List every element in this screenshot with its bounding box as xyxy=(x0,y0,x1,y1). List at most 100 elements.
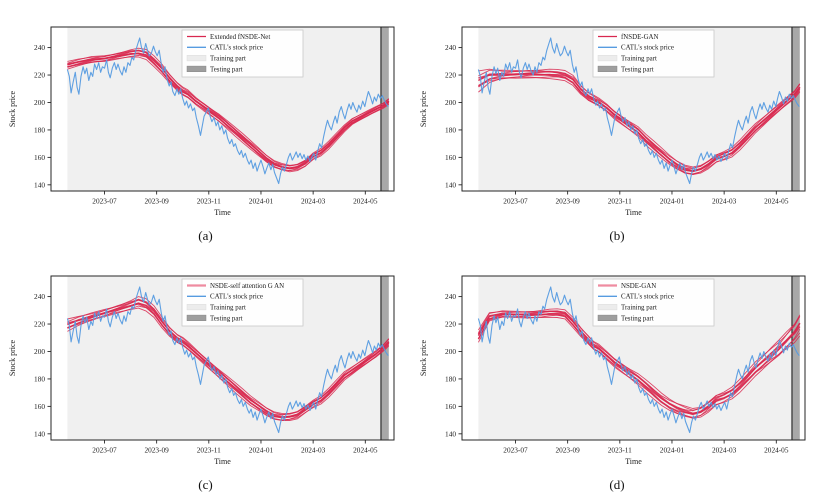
y-tick-label: 220 xyxy=(34,71,45,80)
x-tick-label: 2024-01 xyxy=(660,197,685,206)
subplot-d-caption: (d) xyxy=(609,477,625,492)
y-tick-label: 140 xyxy=(34,429,45,438)
x-tick-label: 2023-11 xyxy=(608,197,632,206)
legend-label: Training part xyxy=(210,56,246,63)
prediction-line xyxy=(478,308,801,411)
legend-label: Extended fNSDE-Net xyxy=(210,34,270,41)
prediction-line xyxy=(477,313,801,415)
subplot-b-plot: 140 160 180 200 220 240 2023-07 2023-09 2023-11 2… xyxy=(419,26,806,217)
y-tick-label: 140 xyxy=(445,429,456,438)
testing-region xyxy=(380,27,389,191)
legend-label: Training part xyxy=(621,56,657,63)
subplot-a-plot: 140 160 180 200 220 240 2023-07 2023-09 2023-11 2… xyxy=(8,26,395,217)
legend-label: CATL's stock price xyxy=(621,45,674,52)
x-tick-label: 2023-09 xyxy=(144,446,169,455)
catl-stock-line xyxy=(477,37,800,185)
x-tick-label: 2024-05 xyxy=(764,446,789,455)
legend-label: NSDE-self attention G AN xyxy=(210,283,284,290)
axes-spines xyxy=(461,26,806,192)
legend-label: CATL's stock price xyxy=(621,294,674,301)
x-tick-label: 2024-03 xyxy=(712,446,737,455)
y-tick-label: 240 xyxy=(34,43,45,52)
subplot-d: 140 160 180 200 220 240 2023-07 2023-09 2023-11 2… xyxy=(411,249,823,498)
subplot-c-plot: 140 160 180 200 220 240 2023-07 2023-09 2023-11 2… xyxy=(8,275,395,466)
y-tick-label: 200 xyxy=(34,347,45,356)
legend-label: CATL's stock price xyxy=(210,294,263,301)
x-tick-label: 2023-07 xyxy=(503,446,528,455)
prediction-line xyxy=(477,72,801,172)
prediction-line xyxy=(478,68,801,169)
y-axis-label: Stock price xyxy=(419,90,428,127)
catl-stock-line xyxy=(477,286,800,434)
y-tick-label: 220 xyxy=(445,71,456,80)
x-tick-label: 2023-09 xyxy=(144,197,169,206)
subplot-c: 140 160 180 200 220 240 2023-07 2023-09 2023-11 2… xyxy=(0,249,411,498)
x-tick-label: 2023-11 xyxy=(197,446,221,455)
y-tick-label: 180 xyxy=(34,375,45,384)
y-axis-label: Stock price xyxy=(8,339,17,376)
y-tick-label: 160 xyxy=(34,402,45,411)
y-axis-label: Stock price xyxy=(419,339,428,376)
y-tick-label: 240 xyxy=(34,292,45,301)
x-tick-label: 2023-11 xyxy=(608,446,632,455)
prediction-line xyxy=(67,303,390,419)
subplot-a-caption: (a) xyxy=(198,228,213,243)
legend-training-swatch xyxy=(597,55,618,62)
x-axis-label: Time xyxy=(214,457,231,466)
axes-spines xyxy=(461,275,806,441)
x-tick-label: 2024-05 xyxy=(353,446,378,455)
y-tick-label: 200 xyxy=(445,98,456,107)
testing-region xyxy=(791,27,800,191)
prediction-line xyxy=(67,53,390,169)
subplot-d-plot: 140 160 180 200 220 240 2023-07 2023-09 2023-11 2… xyxy=(419,275,806,466)
axes-spines xyxy=(50,26,395,192)
catl-stock-line xyxy=(66,37,389,185)
subplot-a: 140 160 180 200 220 240 2023-07 2023-09 2023-11 2… xyxy=(0,0,411,249)
y-tick-label: 180 xyxy=(445,126,456,135)
legend-label: Training part xyxy=(210,305,246,312)
y-tick-label: 220 xyxy=(34,320,45,329)
y-tick-label: 140 xyxy=(445,180,456,189)
prediction-line xyxy=(478,69,801,168)
y-tick-label: 140 xyxy=(34,180,45,189)
x-axis-label: Time xyxy=(625,457,642,466)
legend-label: Testing part xyxy=(621,315,654,322)
y-tick-label: 160 xyxy=(445,153,456,162)
legend-testing-swatch xyxy=(186,65,207,72)
legend-testing-swatch xyxy=(597,65,618,72)
subplot-b-caption: (b) xyxy=(609,228,625,243)
x-tick-label: 2023-07 xyxy=(92,446,117,455)
legend-label: Training part xyxy=(621,305,657,312)
x-axis-label: Time xyxy=(214,208,231,217)
x-tick-label: 2024-01 xyxy=(249,197,274,206)
legend-label: NSDE-GAN xyxy=(621,283,656,290)
prediction-line xyxy=(478,310,801,409)
y-axis-label: Stock price xyxy=(8,90,17,127)
y-tick-label: 160 xyxy=(34,153,45,162)
legend-training-swatch xyxy=(186,304,207,311)
prediction-line xyxy=(67,50,390,166)
subplot-b: 140 160 180 200 220 240 2023-07 2023-09 2023-11 2… xyxy=(411,0,823,249)
y-tick-label: 180 xyxy=(34,126,45,135)
catl-stock-line xyxy=(66,286,389,434)
legend-label: Testing part xyxy=(621,66,654,73)
testing-region xyxy=(791,276,800,440)
x-tick-label: 2024-03 xyxy=(301,197,326,206)
axes-spines xyxy=(50,275,395,441)
prediction-line xyxy=(67,56,390,172)
prediction-line xyxy=(67,307,390,421)
x-tick-label: 2024-03 xyxy=(712,197,737,206)
y-tick-label: 160 xyxy=(445,402,456,411)
prediction-line xyxy=(478,316,801,418)
x-axis-label: Time xyxy=(625,208,642,217)
x-tick-label: 2024-05 xyxy=(764,197,789,206)
x-tick-label: 2024-03 xyxy=(301,446,326,455)
legend-label: Testing part xyxy=(210,66,243,73)
legend-training-swatch xyxy=(186,55,207,62)
y-tick-label: 240 xyxy=(445,43,456,52)
x-tick-label: 2023-09 xyxy=(555,197,580,206)
subplot-c-caption: (c) xyxy=(198,477,213,492)
y-tick-label: 220 xyxy=(445,320,456,329)
y-tick-label: 240 xyxy=(445,292,456,301)
